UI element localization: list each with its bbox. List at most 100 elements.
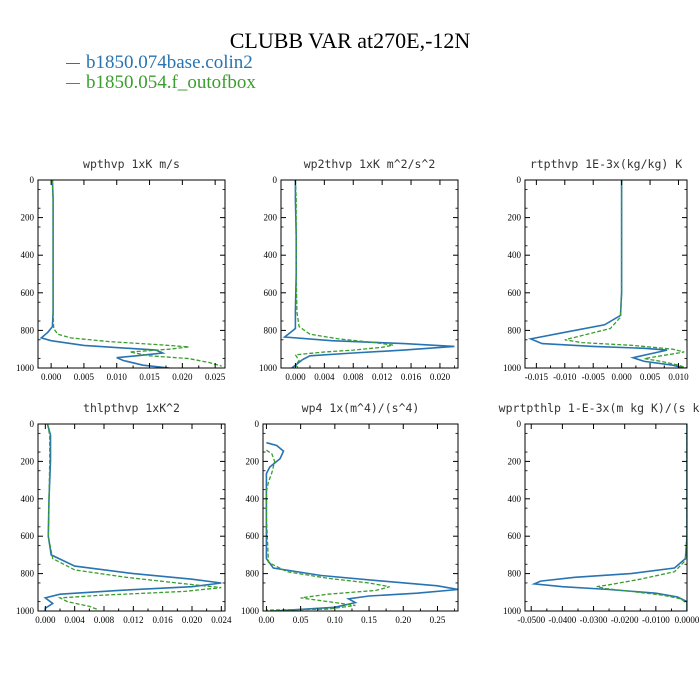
x-tick-label: 0.005 [74, 372, 95, 382]
y-tick-label: 400 [246, 494, 260, 504]
y-tick-label: 800 [21, 569, 35, 579]
panel-title: wpthvp 1xK m/s [83, 157, 180, 171]
plot-frame [524, 179, 688, 369]
x-tick-label: 0.10 [327, 615, 343, 625]
figure-title: CLUBB VAR at270E,-12N [229, 28, 471, 53]
x-tick-label: 0.008 [94, 615, 115, 625]
y-tick-label: 600 [508, 531, 522, 541]
series-line-1 [43, 424, 222, 611]
panel-6: wprtpthlp 1-E-3x(m kg K)/(s kg) 0 200 400 60… [499, 401, 700, 625]
legend-entry-1: b1850.074base.colin2 [66, 52, 253, 74]
x-tick-label: 0.000 [285, 372, 306, 382]
series-line-1 [265, 441, 458, 611]
y-tick-label: 0 [273, 175, 278, 185]
x-tick-label: 0.005 [640, 372, 661, 382]
series-line-1 [39, 180, 170, 368]
plot-frame [37, 423, 226, 612]
x-tick-label: 0.024 [211, 615, 232, 625]
x-tick-label: 0.05 [293, 615, 309, 625]
y-tick-label: 0 [30, 175, 35, 185]
y-tick-label: 400 [508, 494, 522, 504]
legend-label: b1850.074base.colin2 [86, 52, 253, 73]
panel-2: wp2thvp 1xK m^2/s^2 0 200 400 600 800 1000 0.00… [259, 157, 459, 382]
x-tick-label: -0.010 [553, 372, 577, 382]
panel-title: wp2thvp 1xK m^2/s^2 [304, 157, 436, 171]
y-tick-label: 200 [508, 213, 522, 223]
y-tick-label: 0 [517, 419, 522, 429]
x-tick-label: 0.25 [430, 615, 446, 625]
x-tick-label: 0.00 [259, 615, 275, 625]
x-tick-label: 0.20 [395, 615, 411, 625]
x-tick-label: -0.0100 [642, 615, 670, 625]
plot-frame [262, 423, 459, 612]
x-tick-label: 0.016 [401, 372, 422, 382]
y-tick-label: 1000 [16, 606, 35, 616]
plot-frame [37, 179, 226, 369]
y-tick-label: 1000 [503, 363, 522, 373]
x-tick-label: 0.000 [612, 372, 633, 382]
y-tick-label: 0 [517, 175, 522, 185]
series-line-2 [596, 424, 687, 611]
x-tick-label: 0.010 [668, 372, 689, 382]
panel-title: wprtpthlp 1-E-3x(m kg K)/(s kg) [499, 401, 700, 415]
x-tick-label: 0.004 [314, 372, 335, 382]
y-tick-label: 0 [255, 419, 260, 429]
y-tick-label: 400 [21, 494, 35, 504]
x-tick-label: -0.005 [582, 372, 606, 382]
legend-label: b1850.054.f_outofbox [86, 72, 256, 93]
plot-frame [524, 423, 688, 612]
series-line-1 [282, 180, 455, 368]
x-tick-label: 0.012 [372, 372, 392, 382]
series-line-2 [564, 180, 687, 368]
x-tick-label: 0.010 [107, 372, 128, 382]
y-tick-label: 600 [246, 531, 260, 541]
y-tick-label: 800 [508, 569, 522, 579]
series-line-2 [265, 449, 390, 611]
x-tick-label: 0.004 [65, 615, 86, 625]
y-tick-label: 1000 [259, 363, 278, 373]
y-tick-label: 800 [21, 325, 35, 335]
panel-title: wp4 1x(m^4)/(s^4) [302, 401, 420, 415]
y-tick-label: 200 [264, 213, 278, 223]
y-tick-label: 600 [21, 531, 35, 541]
x-tick-label: -0.015 [525, 372, 549, 382]
legend-line-icon [66, 63, 80, 65]
y-tick-label: 600 [264, 288, 278, 298]
x-tick-label: 0.020 [430, 372, 451, 382]
y-tick-label: 200 [21, 456, 35, 466]
legend-entry-2: b1850.054.f_outofbox [66, 72, 256, 94]
panel-title: rtpthvp 1E-3x(kg/kg) K [530, 157, 682, 171]
x-tick-label: -0.0400 [549, 615, 577, 625]
y-tick-label: 800 [246, 569, 260, 579]
panel-title: thlpthvp 1xK^2 [83, 401, 180, 415]
x-tick-label: 0.025 [205, 372, 226, 382]
x-tick-label: 0.012 [123, 615, 143, 625]
y-tick-label: 400 [264, 250, 278, 260]
y-tick-label: 400 [508, 250, 522, 260]
y-tick-label: 800 [508, 325, 522, 335]
x-tick-label: 0.015 [139, 372, 160, 382]
series-line-2 [51, 180, 222, 367]
series-line-2 [46, 424, 222, 610]
series-line-1 [527, 180, 685, 368]
x-tick-label: 0.008 [343, 372, 364, 382]
x-tick-label: -0.0500 [517, 615, 545, 625]
y-tick-label: 600 [508, 288, 522, 298]
y-tick-label: 0 [30, 419, 35, 429]
x-tick-label: 0.020 [182, 615, 203, 625]
y-tick-label: 400 [21, 250, 35, 260]
x-tick-label: 0.020 [172, 372, 193, 382]
x-tick-label: -0.0200 [611, 615, 639, 625]
legend-line-icon [66, 83, 80, 85]
y-tick-label: 200 [246, 456, 260, 466]
y-tick-label: 600 [21, 288, 35, 298]
plot-frame [280, 179, 459, 369]
x-tick-label: -0.0300 [580, 615, 608, 625]
y-tick-label: 200 [508, 456, 522, 466]
panel-3: rtpthvp 1E-3x(kg/kg) K02004006008001000-… [503, 157, 689, 382]
x-tick-label: 0.000 [41, 372, 62, 382]
series-line-2 [294, 180, 394, 368]
